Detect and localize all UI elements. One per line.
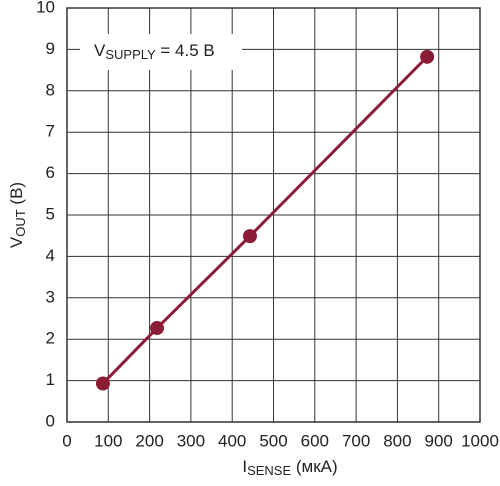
x-tick-label: 600 [301, 431, 329, 450]
data-point [242, 229, 257, 244]
x-tick-label: 800 [383, 431, 411, 450]
x-label-sub: SENSE [247, 463, 291, 478]
x-label-unit: (мкА) [291, 457, 338, 476]
y-label-unit: (В) [7, 182, 26, 209]
x-tick-label: 1000 [461, 431, 499, 450]
annotation-sub: SUPPLY [105, 47, 156, 62]
y-tick-label: 0 [46, 411, 55, 430]
y-axis-label: VOUT (В) [7, 182, 28, 248]
x-tick-label: 100 [94, 431, 122, 450]
x-tick-label: 900 [425, 431, 453, 450]
data-point [150, 321, 165, 336]
annotation-main: V [94, 41, 106, 60]
x-label-main: I [242, 457, 247, 476]
annotation-rest: = 4.5 В [156, 41, 215, 60]
y-tick-label: 6 [46, 163, 55, 182]
y-label-main: V [7, 236, 26, 248]
x-tick-label: 200 [135, 431, 163, 450]
data-point [95, 376, 110, 391]
x-axis-label: ISENSE (мкА) [242, 457, 337, 478]
x-tick-label: 0 [62, 431, 71, 450]
x-tick-label: 700 [342, 431, 370, 450]
annotation: VSUPPLY = 4.5 В [94, 41, 215, 62]
y-tick-label: 5 [46, 204, 55, 223]
annotation-box [80, 34, 242, 70]
y-tick-label: 3 [46, 287, 55, 306]
x-tick-label: 500 [259, 431, 287, 450]
y-tick-label: 1 [46, 370, 55, 389]
y-tick-label: 9 [46, 39, 55, 58]
y-tick-label: 10 [36, 0, 55, 16]
y-tick-label: 8 [46, 80, 55, 99]
y-tick-label: 2 [46, 329, 55, 348]
series-line [101, 55, 429, 385]
y-label-sub: OUT [13, 209, 28, 237]
data-point [420, 49, 435, 64]
x-tick-label: 400 [218, 431, 246, 450]
y-tick-label: 4 [46, 246, 55, 265]
y-tick-label: 7 [46, 122, 55, 141]
plot-frame [66, 7, 481, 423]
x-tick-label: 300 [177, 431, 205, 450]
